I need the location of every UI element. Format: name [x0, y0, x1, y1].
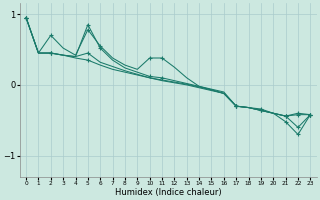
- X-axis label: Humidex (Indice chaleur): Humidex (Indice chaleur): [115, 188, 221, 197]
